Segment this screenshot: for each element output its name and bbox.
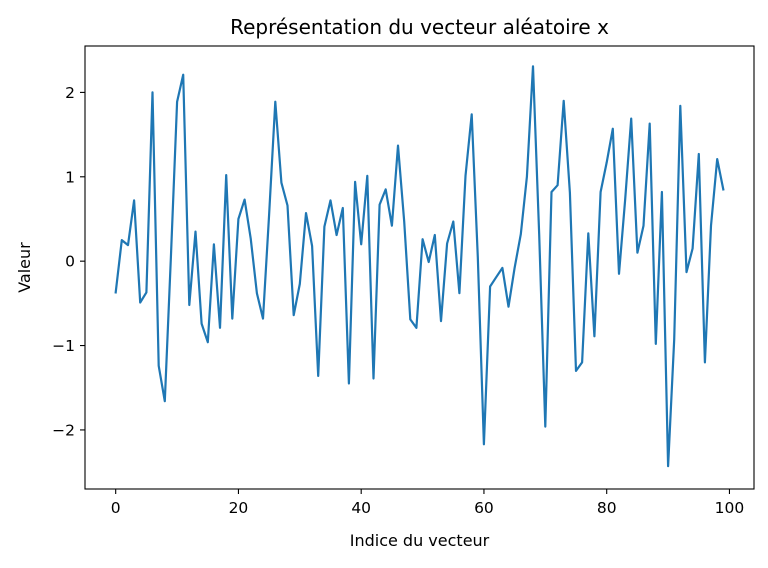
y-axis-label: Valeur [15,242,34,293]
y-tick-label: 0 [65,253,75,271]
x-tick-label: 80 [597,499,617,517]
x-axis-label: Indice du vecteur [350,531,490,550]
y-tick-label: −1 [52,337,75,355]
x-axis-ticks: 0 20 40 60 80 100 [111,489,744,517]
y-tick-label: −2 [52,421,75,439]
chart-title: Représentation du vecteur aléatoire x [230,15,609,39]
x-tick-label: 0 [111,499,121,517]
x-tick-label: 100 [715,499,745,517]
y-axis-ticks: −2 −1 0 1 2 [52,84,85,439]
x-tick-label: 40 [351,499,371,517]
y-tick-label: 1 [65,168,75,186]
plot-area [114,65,725,468]
x-tick-label: 20 [229,499,249,517]
y-tick-label: 2 [65,84,75,102]
x-tick-label: 60 [474,499,494,517]
axes-frame [84,45,755,490]
series-line [114,65,725,468]
